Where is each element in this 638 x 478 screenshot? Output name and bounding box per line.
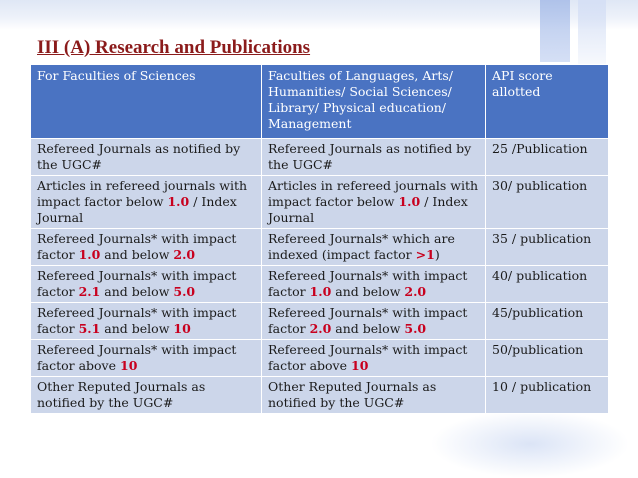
cell-text: and below <box>100 321 174 336</box>
cell-text: / Index Journal <box>268 194 468 225</box>
cell-text: Refereed Journals* with impact factor ab… <box>37 342 237 373</box>
cell-text: Other Reputed Journals as notified by th… <box>37 379 206 410</box>
table-row: Refereed Journals as notified by the UGC… <box>30 138 609 176</box>
api-score-table: For Faculties of Sciences Faculties of L… <box>30 64 609 414</box>
cell-sciences: Refereed Journals as notified by the UGC… <box>30 138 262 176</box>
table-row: Refereed Journals* with impact factor 1.… <box>30 228 609 266</box>
table-row: Refereed Journals* with impact factor 2.… <box>30 265 609 303</box>
impact-factor-value: 1.0 <box>309 284 332 299</box>
cell-text: ) <box>434 247 440 262</box>
cell-languages: Refereed Journals* with impact factor ab… <box>261 339 486 377</box>
cell-score: 40/ publication <box>485 265 609 303</box>
cell-sciences: Refereed Journals* with impact factor 5.… <box>30 302 262 340</box>
impact-factor-value: 10 <box>351 358 369 373</box>
impact-factor-value: >1 <box>415 247 435 262</box>
cell-sciences: Other Reputed Journals as notified by th… <box>30 376 262 414</box>
cell-text: Refereed Journals as notified by the UGC… <box>37 141 241 172</box>
cell-languages: Refereed Journals* with impact factor 1.… <box>261 265 486 303</box>
cell-text: Refereed Journals* with impact factor ab… <box>268 342 468 373</box>
table-row: Articles in refereed journals with impac… <box>30 175 609 229</box>
impact-factor-value: 2.1 <box>78 284 101 299</box>
cell-text: Refereed Journals as notified by the UGC… <box>268 141 472 172</box>
cell-text: and below <box>100 247 174 262</box>
cell-score: 10 / publication <box>485 376 609 414</box>
header-sciences: For Faculties of Sciences <box>30 64 262 139</box>
cell-languages: Refereed Journals* with impact factor 2.… <box>261 302 486 340</box>
decorative-bar <box>540 0 570 62</box>
cell-text: Articles in refereed journals with impac… <box>37 178 248 209</box>
cell-languages: Articles in refereed journals with impac… <box>261 175 486 229</box>
cell-sciences: Refereed Journals* with impact factor ab… <box>30 339 262 377</box>
cell-text: Refereed Journals* which are indexed (im… <box>268 231 455 262</box>
header-api-score: API score allotted <box>485 64 609 139</box>
cell-text: Refereed Journals* with impact factor <box>37 305 237 336</box>
table-row: Refereed Journals* with impact factor 5.… <box>30 302 609 340</box>
decorative-glow <box>430 410 630 478</box>
table-row: Refereed Journals* with impact factor ab… <box>30 339 609 377</box>
impact-factor-value: 2.0 <box>309 321 332 336</box>
impact-factor-value: 2.0 <box>173 247 196 262</box>
cell-score: 50/publication <box>485 339 609 377</box>
cell-text: Other Reputed Journals as notified by th… <box>268 379 437 410</box>
impact-factor-value: 1.0 <box>78 247 101 262</box>
slide-background-band <box>0 0 638 30</box>
cell-languages: Other Reputed Journals as notified by th… <box>261 376 486 414</box>
cell-score: 45/publication <box>485 302 609 340</box>
cell-sciences: Refereed Journals* with impact factor 1.… <box>30 228 262 266</box>
cell-languages: Refereed Journals* which are indexed (im… <box>261 228 486 266</box>
cell-languages: Refereed Journals as notified by the UGC… <box>261 138 486 176</box>
cell-text: Refereed Journals* with impact factor <box>37 231 237 262</box>
header-languages: Faculties of Languages, Arts/ Humanities… <box>261 64 486 139</box>
impact-factor-value: 5.1 <box>78 321 101 336</box>
cell-text: Refereed Journals* with impact factor <box>268 268 468 299</box>
impact-factor-value: 1.0 <box>167 194 190 209</box>
table-header-row: For Faculties of Sciences Faculties of L… <box>30 64 609 139</box>
cell-score: 30/ publication <box>485 175 609 229</box>
cell-text: Refereed Journals* with impact factor <box>37 268 237 299</box>
cell-text: / Index Journal <box>37 194 237 225</box>
cell-text: and below <box>331 321 405 336</box>
cell-text: and below <box>100 284 174 299</box>
cell-text: and below <box>331 284 405 299</box>
cell-score: 35 / publication <box>485 228 609 266</box>
cell-text: Refereed Journals* with impact factor <box>268 305 468 336</box>
cell-sciences: Articles in refereed journals with impac… <box>30 175 262 229</box>
cell-sciences: Refereed Journals* with impact factor 2.… <box>30 265 262 303</box>
slide-title: III (A) Research and Publications <box>37 37 311 58</box>
impact-factor-value: 10 <box>120 358 138 373</box>
impact-factor-value: 5.0 <box>404 321 427 336</box>
impact-factor-value: 2.0 <box>404 284 427 299</box>
impact-factor-value: 5.0 <box>173 284 196 299</box>
table-row: Other Reputed Journals as notified by th… <box>30 376 609 414</box>
cell-text: Articles in refereed journals with impac… <box>268 178 479 209</box>
impact-factor-value: 1.0 <box>398 194 421 209</box>
cell-score: 25 /Publication <box>485 138 609 176</box>
impact-factor-value: 10 <box>173 321 191 336</box>
